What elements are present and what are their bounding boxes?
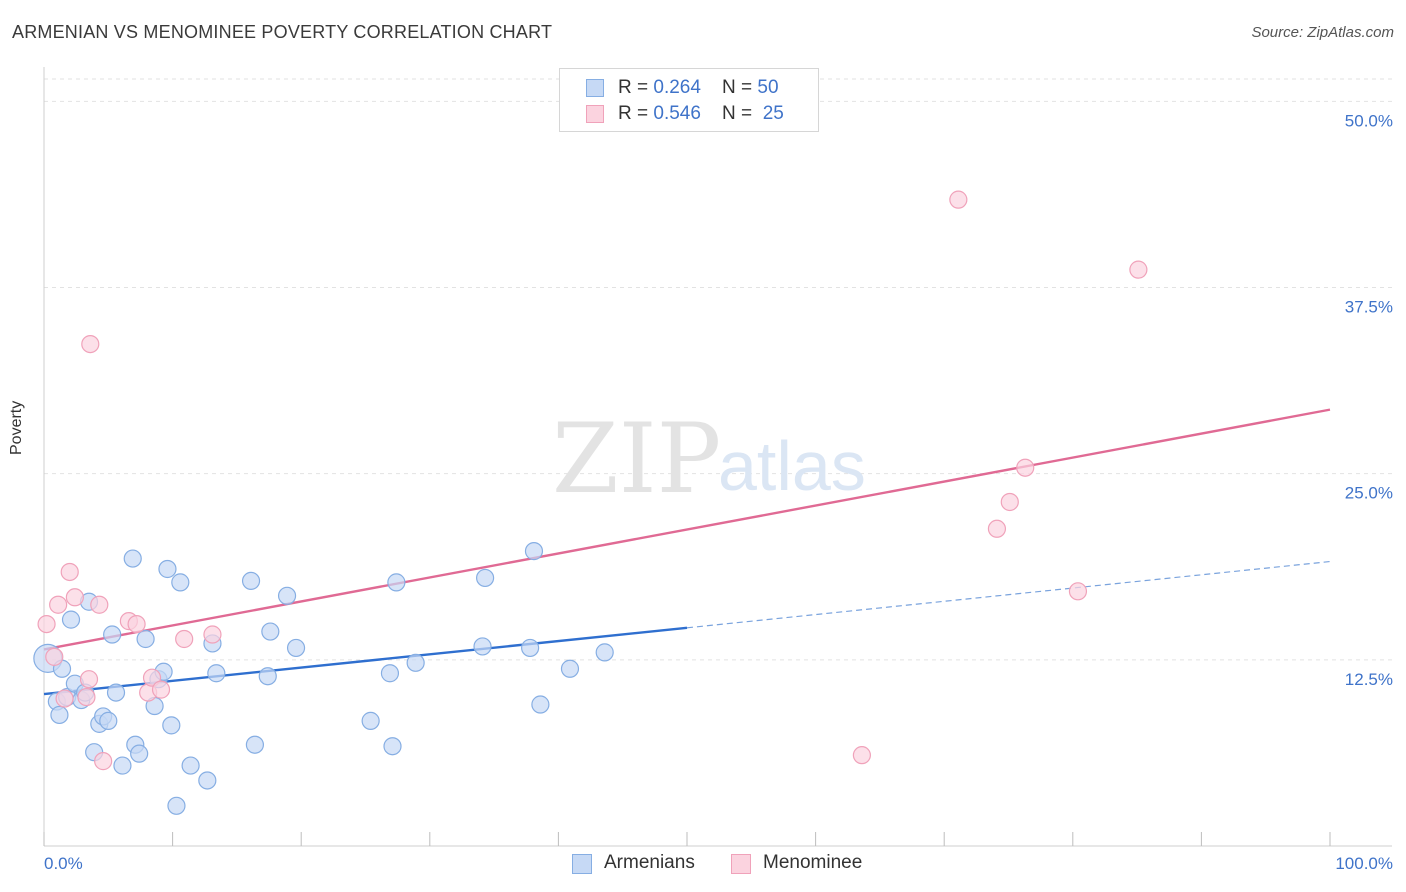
menominee-swatch bbox=[586, 105, 604, 123]
armenians-point bbox=[475, 568, 495, 588]
armenians-point bbox=[207, 664, 226, 683]
legend-r-label: R = bbox=[618, 103, 654, 124]
armenians-point bbox=[99, 711, 118, 730]
armenians-point bbox=[261, 622, 280, 641]
armenians-point bbox=[106, 683, 126, 702]
menominee-point bbox=[1016, 458, 1035, 477]
armenians-trend-extension bbox=[686, 560, 1331, 629]
armenians-legend-label: Armenians bbox=[604, 852, 695, 873]
y-tick-label: 37.5% bbox=[1345, 298, 1393, 317]
armenians-point bbox=[113, 756, 132, 775]
legend-n-value: 50 bbox=[757, 77, 779, 98]
legend-n-label: N = bbox=[722, 103, 758, 124]
armenians-point bbox=[560, 659, 580, 678]
armenians-point bbox=[361, 711, 380, 730]
menominee-point bbox=[45, 647, 64, 666]
armenians-point bbox=[245, 735, 265, 754]
y-tick-labels: 12.5% 25.0% 37.5% 50.0% bbox=[1345, 111, 1393, 688]
x-tick-label-max: 100.0% bbox=[1335, 854, 1393, 873]
armenians-point bbox=[123, 549, 142, 568]
watermark-atlas: atlas bbox=[718, 427, 866, 505]
menominee-point bbox=[1000, 492, 1019, 512]
watermark: ZIP atlas bbox=[552, 403, 866, 515]
source-label: Source: ZipAtlas.com bbox=[1251, 24, 1394, 41]
armenians-point bbox=[130, 744, 149, 763]
menominee-point bbox=[987, 519, 1007, 538]
menominee-point bbox=[55, 689, 74, 708]
armenians-point bbox=[383, 737, 402, 756]
menominee-point bbox=[79, 670, 99, 689]
y-tick-label: 12.5% bbox=[1345, 670, 1393, 689]
stats-legend: R = 0.264 N = 50 R = 0.546 N = 25 bbox=[559, 68, 819, 132]
menominee-point bbox=[175, 629, 194, 649]
armenians-point bbox=[181, 756, 200, 775]
armenians-swatch bbox=[586, 79, 604, 97]
armenians-point bbox=[241, 571, 261, 591]
armenians-point bbox=[387, 573, 406, 592]
armenians-point bbox=[162, 716, 181, 735]
menominee-point bbox=[127, 614, 146, 634]
armenians-point bbox=[103, 625, 122, 644]
menominee-legend-swatch bbox=[731, 854, 751, 874]
watermark-zip: ZIP bbox=[552, 403, 721, 515]
menominee-point bbox=[1068, 582, 1088, 601]
armenians-point bbox=[136, 629, 155, 649]
armenians-point bbox=[167, 796, 186, 815]
menominee-point bbox=[90, 595, 109, 614]
armenians-point bbox=[158, 559, 177, 579]
y-tick-label: 25.0% bbox=[1345, 484, 1393, 503]
menominee-point bbox=[65, 588, 84, 607]
menominee-point bbox=[203, 625, 222, 644]
armenians-point bbox=[50, 705, 69, 725]
armenians-point bbox=[473, 637, 492, 656]
menominee-point bbox=[949, 190, 968, 209]
menominee-point bbox=[60, 562, 79, 582]
menominee-point bbox=[852, 746, 871, 765]
legend-n-label: N = bbox=[722, 77, 758, 98]
legend-r-label: R = bbox=[618, 77, 654, 98]
menominee-point bbox=[1129, 260, 1148, 279]
armenians-point bbox=[531, 695, 550, 714]
menominee-point bbox=[94, 752, 113, 771]
menominee-point bbox=[49, 595, 68, 614]
data-points bbox=[33, 190, 1148, 815]
legend-r-value: 0.264 bbox=[653, 77, 701, 98]
armenians-point bbox=[171, 573, 190, 592]
armenians-point bbox=[61, 610, 81, 629]
armenians-point bbox=[258, 667, 277, 686]
grid-lines bbox=[44, 78, 1392, 661]
menominee-legend-label: Menominee bbox=[763, 852, 863, 873]
menominee-trend-line bbox=[43, 408, 1331, 651]
armenians-point bbox=[380, 664, 400, 683]
axes bbox=[43, 67, 1392, 847]
armenians-point bbox=[198, 771, 217, 790]
armenians-point bbox=[521, 638, 540, 658]
menominee-point bbox=[77, 687, 96, 707]
armenians-point bbox=[286, 638, 306, 658]
legend-n-value: 25 bbox=[762, 103, 784, 124]
armenians-point bbox=[277, 586, 297, 605]
x-tick-label-min: 0.0% bbox=[44, 854, 83, 873]
menominee-point bbox=[151, 680, 171, 699]
legend-r-value: 0.546 bbox=[653, 103, 701, 124]
armenians-legend-swatch bbox=[572, 854, 592, 874]
menominee-point bbox=[81, 334, 100, 354]
armenians-point bbox=[524, 542, 544, 561]
menominee-point bbox=[37, 614, 56, 634]
armenians-point bbox=[406, 653, 425, 672]
armenians-point bbox=[595, 643, 614, 662]
y-tick-label: 50.0% bbox=[1345, 111, 1393, 130]
chart-title: ARMENIAN VS MENOMINEE POVERTY CORRELATIO… bbox=[12, 22, 553, 42]
